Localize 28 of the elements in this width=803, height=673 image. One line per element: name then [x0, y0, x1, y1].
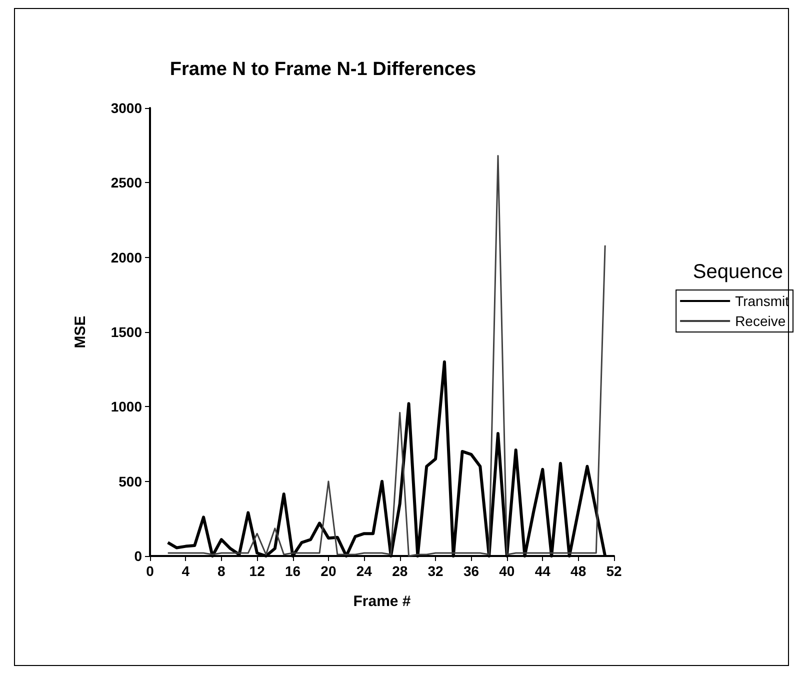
y-tick-label: 1500	[110, 324, 142, 340]
line-series	[167, 155, 606, 557]
legend-label: Receive	[735, 313, 786, 329]
x-tick-label: 52	[606, 563, 622, 579]
y-tick-label: 500	[118, 473, 142, 490]
chart-title: Frame N to Frame N-1 Differences	[170, 59, 476, 80]
x-tick-label: 8	[217, 563, 226, 579]
x-tick-label: 28	[392, 563, 408, 579]
x-tick-label: 44	[534, 563, 551, 579]
x-tick-label: 20	[320, 563, 336, 579]
x-tick-label: 32	[428, 563, 444, 579]
y-tick-label: 1000	[110, 398, 142, 415]
y-tick-label: 2500	[110, 174, 142, 191]
x-tick-label: 36	[463, 563, 480, 579]
x-tick-label: 16	[284, 563, 301, 579]
x-axis-title: Frame #	[353, 593, 412, 610]
y-axis-title: MSE	[72, 316, 89, 348]
y-tick-label: 3000	[110, 100, 142, 116]
x-tick-label: 48	[570, 563, 586, 579]
legend-label: Transmit	[735, 293, 790, 309]
y-tick-label: 2000	[110, 249, 142, 266]
x-tick-label: 4	[182, 563, 190, 579]
legend-title: Sequence	[692, 261, 783, 283]
x-tick-label: 24	[356, 563, 372, 579]
x-tick-label: 12	[249, 563, 266, 579]
y-tick-label: 0	[134, 548, 142, 564]
x-tick-label: 40	[499, 563, 515, 579]
x-tick-label: 0	[146, 563, 154, 579]
